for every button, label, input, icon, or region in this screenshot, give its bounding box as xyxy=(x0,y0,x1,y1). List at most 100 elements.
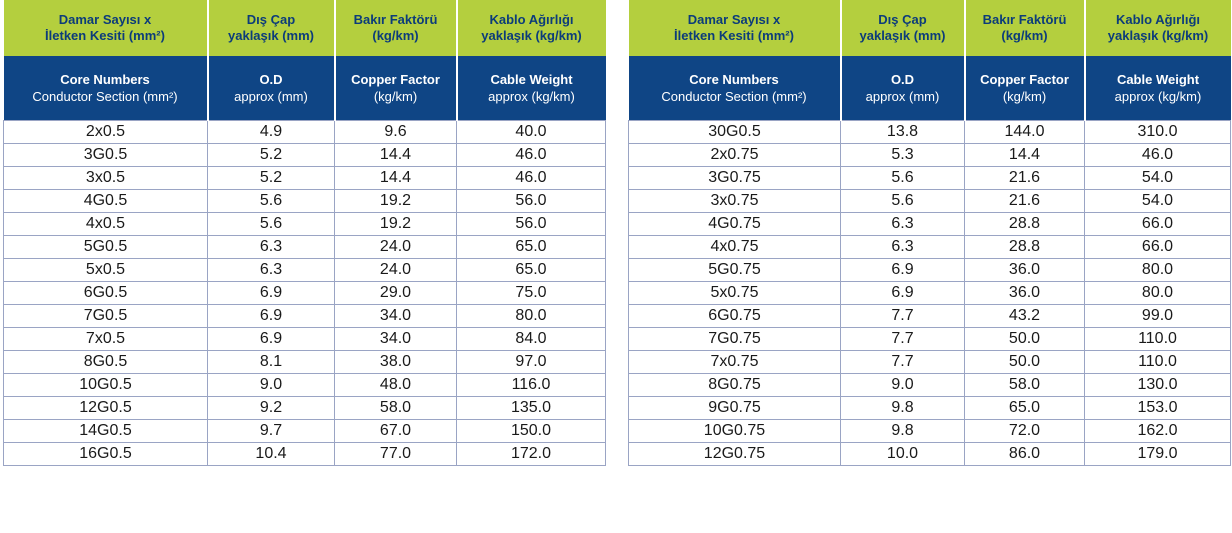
table-row: 2x0.5 4.9 9.6 40.0 xyxy=(3,120,606,144)
cell-od: 5.2 xyxy=(207,166,335,190)
header-text: Damar Sayısı x xyxy=(687,12,781,27)
cell-cable-weight: 40.0 xyxy=(456,120,606,144)
header-copper-tr: Bakır Faktörü (kg/km) xyxy=(964,0,1086,56)
cell-cable-weight: 46.0 xyxy=(456,143,606,167)
header-text: Conductor Section (mm²) xyxy=(32,89,178,104)
header-text: yaklaşık (kg/km) xyxy=(481,28,582,43)
cell-copper-factor: 77.0 xyxy=(334,442,457,466)
cell-od: 13.8 xyxy=(840,120,965,144)
header-text: Copper Factor xyxy=(351,72,440,87)
table-row: 3x0.75 5.6 21.6 54.0 xyxy=(628,189,1231,213)
header-text: approx (kg/km) xyxy=(1114,89,1202,104)
header-text: Bakır Faktörü xyxy=(982,12,1067,27)
cell-cable-weight: 116.0 xyxy=(456,373,606,397)
header-text: Cable Weight xyxy=(1116,72,1200,87)
table-row: 10G0.75 9.8 72.0 162.0 xyxy=(628,419,1231,443)
cell-cable-weight: 179.0 xyxy=(1084,442,1231,466)
cell-core-section: 7G0.75 xyxy=(628,327,841,351)
cell-copper-factor: 58.0 xyxy=(334,396,457,420)
cell-core-section: 30G0.5 xyxy=(628,120,841,144)
header-text: approx (mm) xyxy=(865,89,940,104)
cell-od: 6.9 xyxy=(840,281,965,305)
table-row: 4x0.75 6.3 28.8 66.0 xyxy=(628,235,1231,259)
cell-cable-weight: 65.0 xyxy=(456,235,606,259)
cell-copper-factor: 24.0 xyxy=(334,235,457,259)
header-text: yaklaşık (mm) xyxy=(859,28,946,43)
table-row: 6G0.5 6.9 29.0 75.0 xyxy=(3,281,606,305)
header-text: Dış Çap xyxy=(246,12,296,27)
header-text: O.D xyxy=(890,72,915,87)
cell-cable-weight: 54.0 xyxy=(1084,166,1231,190)
cell-od: 5.6 xyxy=(207,189,335,213)
cell-cable-weight: 75.0 xyxy=(456,281,606,305)
header-text: approx (mm) xyxy=(234,89,308,104)
header-copper-en: Copper Factor (kg/km) xyxy=(334,56,458,121)
cell-core-section: 9G0.75 xyxy=(628,396,841,420)
cell-core-section: 2x0.5 xyxy=(3,120,208,144)
header-text: (kg/km) xyxy=(1001,28,1048,43)
cell-core-section: 2x0.75 xyxy=(628,143,841,167)
cell-copper-factor: 14.4 xyxy=(334,166,457,190)
header-core-tr: Damar Sayısı x İletken Kesiti (mm²) xyxy=(628,0,842,56)
cell-copper-factor: 14.4 xyxy=(334,143,457,167)
cell-core-section: 5G0.5 xyxy=(3,235,208,259)
cell-od: 6.9 xyxy=(207,281,335,305)
cell-core-section: 3G0.5 xyxy=(3,143,208,167)
header-od-tr: Dış Çap yaklaşık (mm) xyxy=(207,0,336,56)
header-text: Copper Factor xyxy=(980,72,1069,87)
header-copper-en: Copper Factor (kg/km) xyxy=(964,56,1086,121)
cell-copper-factor: 24.0 xyxy=(334,258,457,282)
cell-cable-weight: 65.0 xyxy=(456,258,606,282)
cell-cable-weight: 84.0 xyxy=(456,327,606,351)
cell-od: 9.8 xyxy=(840,419,965,443)
cell-core-section: 10G0.75 xyxy=(628,419,841,443)
cell-od: 5.6 xyxy=(840,189,965,213)
cell-cable-weight: 80.0 xyxy=(1084,281,1231,305)
header-text: Core Numbers xyxy=(60,72,150,87)
cell-od: 5.6 xyxy=(840,166,965,190)
table-row: 7x0.75 7.7 50.0 110.0 xyxy=(628,350,1231,374)
header-row-turkish: Damar Sayısı x İletken Kesiti (mm²) Dış Ç… xyxy=(3,0,606,56)
cell-copper-factor: 65.0 xyxy=(964,396,1085,420)
table-row: 12G0.75 10.0 86.0 179.0 xyxy=(628,442,1231,466)
table-row: 2x0.75 5.3 14.4 46.0 xyxy=(628,143,1231,167)
cell-core-section: 7G0.5 xyxy=(3,304,208,328)
header-copper-tr: Bakır Faktörü (kg/km) xyxy=(334,0,458,56)
cell-cable-weight: 110.0 xyxy=(1084,350,1231,374)
table-row: 5x0.5 6.3 24.0 65.0 xyxy=(3,258,606,282)
cell-copper-factor: 58.0 xyxy=(964,373,1085,397)
cell-cable-weight: 99.0 xyxy=(1084,304,1231,328)
table-row: 9G0.75 9.8 65.0 153.0 xyxy=(628,396,1231,420)
cell-od: 4.9 xyxy=(207,120,335,144)
header-text: Kablo Ağırlığı xyxy=(489,12,574,27)
cell-od: 5.3 xyxy=(840,143,965,167)
header-text: Core Numbers xyxy=(689,72,779,87)
cell-od: 10.4 xyxy=(207,442,335,466)
cell-core-section: 7x0.5 xyxy=(3,327,208,351)
cell-copper-factor: 72.0 xyxy=(964,419,1085,443)
cell-copper-factor: 36.0 xyxy=(964,281,1085,305)
cell-copper-factor: 67.0 xyxy=(334,419,457,443)
header-text: yaklaşık (mm) xyxy=(228,28,314,43)
header-text: Dış Çap xyxy=(878,12,927,27)
cell-copper-factor: 21.6 xyxy=(964,166,1085,190)
cell-copper-factor: 28.8 xyxy=(964,212,1085,236)
cell-copper-factor: 28.8 xyxy=(964,235,1085,259)
header-text: (kg/km) xyxy=(372,28,419,43)
cell-cable-weight: 54.0 xyxy=(1084,189,1231,213)
cell-copper-factor: 34.0 xyxy=(334,327,457,351)
cell-copper-factor: 19.2 xyxy=(334,189,457,213)
header-text: approx (kg/km) xyxy=(488,89,575,104)
table-body-right: 30G0.5 13.8 144.0 310.0 2x0.75 5.3 14.4 46.0 3G0… xyxy=(628,120,1231,466)
cell-od: 7.7 xyxy=(840,304,965,328)
header-text: Cable Weight xyxy=(490,72,573,87)
cell-cable-weight: 66.0 xyxy=(1084,212,1231,236)
cell-copper-factor: 14.4 xyxy=(964,143,1085,167)
cell-copper-factor: 48.0 xyxy=(334,373,457,397)
table-row: 7G0.75 7.7 50.0 110.0 xyxy=(628,327,1231,351)
header-text: Conductor Section (mm²) xyxy=(661,89,807,104)
cell-core-section: 4G0.5 xyxy=(3,189,208,213)
cell-core-section: 5x0.75 xyxy=(628,281,841,305)
cell-cable-weight: 110.0 xyxy=(1084,327,1231,351)
header-od-en: O.D approx (mm) xyxy=(840,56,966,121)
